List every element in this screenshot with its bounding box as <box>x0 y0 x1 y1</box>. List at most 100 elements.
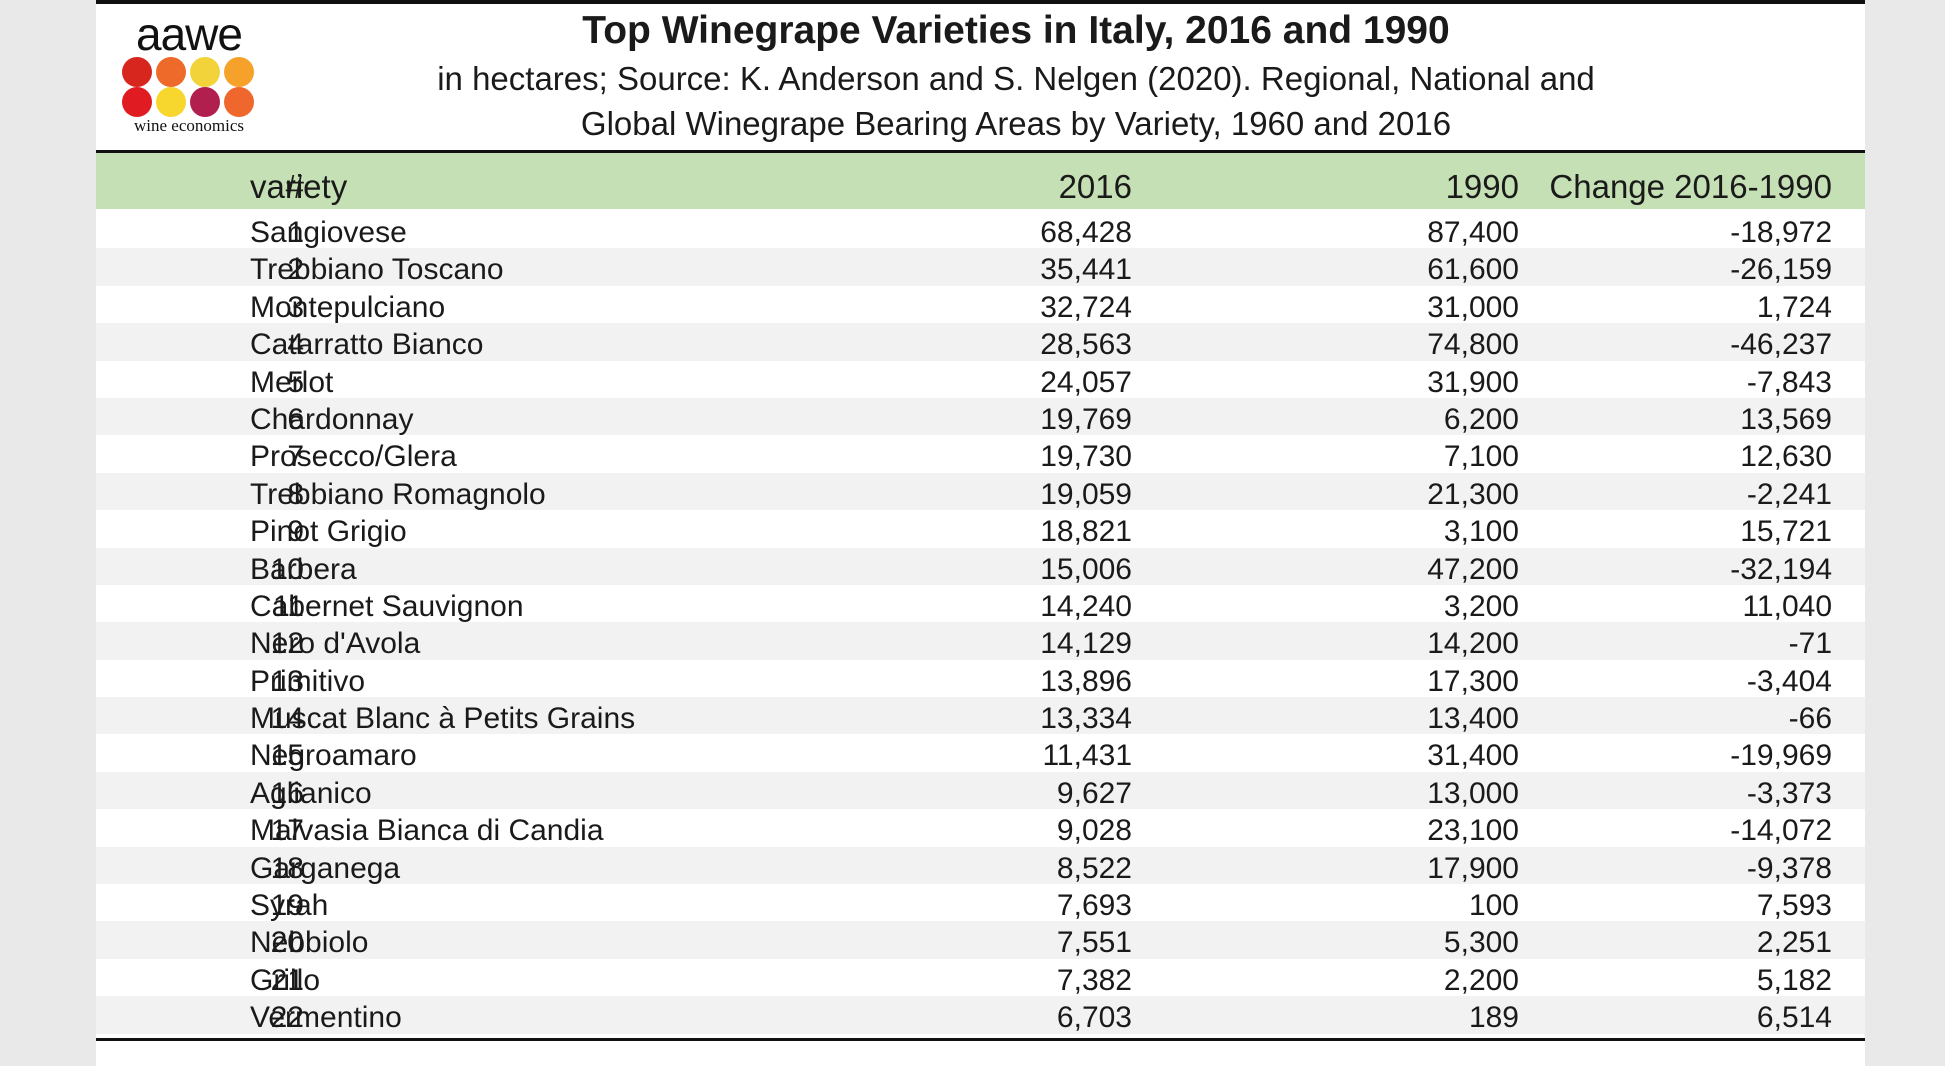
row-rank: 5 <box>287 365 304 399</box>
row-rank: 17 <box>270 814 304 848</box>
row-area-1990: 14,200 <box>1427 627 1519 661</box>
row-rank: 21 <box>270 963 304 997</box>
row-variety: Chardonnay <box>250 402 414 436</box>
logo-dot <box>156 87 186 117</box>
row-variety: Merlot <box>250 365 334 399</box>
table-row: 17 Malvasia Bianca di Candia 9,028 23,100 -1… <box>96 809 1865 847</box>
row-area-2016: 35,441 <box>1040 253 1132 287</box>
row-variety: Barbera <box>250 552 357 586</box>
row-variety: Catarratto Bianco <box>250 328 484 362</box>
row-rank: 6 <box>287 402 304 436</box>
table-row: 8 Trebbiano Romagnolo 19,059 21,300 -2,241 <box>96 472 1865 511</box>
row-change: 11,040 <box>1742 589 1832 623</box>
row-area-2016: 32,724 <box>1040 290 1132 324</box>
logo-dot <box>122 87 152 117</box>
row-area-1990: 100 <box>1468 889 1519 923</box>
row-change: -66 <box>1788 702 1832 736</box>
row-variety: Muscat Blanc à Petits Grains <box>250 702 636 736</box>
row-area-2016: 28,563 <box>1040 328 1132 362</box>
row-rank: 9 <box>287 515 304 549</box>
row-area-1990: 6,200 <box>1443 402 1519 436</box>
row-variety: Malvasia Bianca di Candia <box>250 814 604 848</box>
row-area-1990: 61,600 <box>1427 253 1519 287</box>
row-area-1990: 31,400 <box>1427 739 1519 773</box>
table-row: 7 Prosecco/Glera 19,730 7,100 12,630 <box>96 435 1865 473</box>
row-variety: Vermentino <box>250 1001 402 1035</box>
row-area-2016: 68,428 <box>1040 216 1132 249</box>
row-rank: 3 <box>287 290 304 324</box>
row-area-1990: 13,000 <box>1427 776 1519 810</box>
logo-dot <box>224 57 254 87</box>
row-variety: Trebbiano Romagnolo <box>250 477 546 511</box>
row-variety: Grillo <box>250 963 321 997</box>
row-area-1990: 31,900 <box>1427 365 1519 399</box>
row-variety: Negroamaro <box>250 739 417 773</box>
table-row: 14 Muscat Blanc à Petits Grains 13,334 13,4… <box>96 697 1865 735</box>
column-header-change: Change 2016-1990 <box>1549 168 1832 205</box>
row-rank: 22 <box>270 1001 304 1035</box>
row-rank: 7 <box>287 440 304 474</box>
row-rank: 14 <box>270 702 304 736</box>
row-area-2016: 9,627 <box>1056 776 1132 810</box>
row-change: 15,721 <box>1740 515 1832 549</box>
row-area-2016: 19,730 <box>1040 440 1132 474</box>
row-rank: 11 <box>272 589 304 623</box>
subtitle-line-2: Global Winegrape Bearing Areas by Variet… <box>580 105 1452 142</box>
table-row: 16 Aglianico 9,627 13,000 -3,373 <box>96 771 1865 810</box>
row-area-2016: 24,057 <box>1040 365 1132 399</box>
row-variety: Garganega <box>250 851 401 885</box>
table-page: aawe wine economics Top Winegrape Variet… <box>96 0 1865 1066</box>
logo-dot <box>122 57 152 87</box>
subtitle-line-1: in hectares; Source: K. Anderson and S. … <box>437 60 1595 97</box>
table-row: 15 Negroamaro 11,431 31,400 -19,969 <box>96 734 1865 772</box>
row-variety: Aglianico <box>250 776 372 810</box>
column-header-variety: variety <box>250 168 348 205</box>
row-rank: 15 <box>270 739 304 773</box>
row-rank: 16 <box>270 776 304 810</box>
row-change: 2,251 <box>1756 926 1832 960</box>
row-variety: Trebbiano Toscano <box>250 253 504 287</box>
row-rank: 19 <box>270 889 304 923</box>
row-change: -14,072 <box>1730 814 1832 848</box>
row-change: -18,972 <box>1730 216 1832 249</box>
row-change: 7,593 <box>1756 889 1832 923</box>
table-row: 21 Grillo 7,382 2,200 5,182 <box>96 958 1865 997</box>
table-row: 11 Cabernet Sauvignon 14,240 3,200 11,040 <box>96 584 1865 623</box>
row-area-2016: 9,028 <box>1056 814 1132 848</box>
row-variety: Nebbiolo <box>250 926 369 960</box>
row-variety: Prosecco/Glera <box>250 440 457 474</box>
row-variety: Sangiovese <box>250 216 407 249</box>
table-row: 4 Catarratto Bianco 28,563 74,800 -46,237 <box>96 323 1865 361</box>
row-change: -3,373 <box>1746 776 1832 810</box>
row-variety: Primitivo <box>250 664 366 698</box>
row-area-1990: 17,300 <box>1427 664 1519 698</box>
row-variety: Nero d'Avola <box>250 627 421 661</box>
row-area-2016: 7,693 <box>1056 889 1132 923</box>
logo-dot <box>156 57 186 87</box>
row-change: -3,404 <box>1746 664 1832 698</box>
row-rank: 4 <box>287 328 304 362</box>
chart-title: Top Winegrape Varieties in Italy, 2016 a… <box>582 9 1450 52</box>
table-row: 5 Merlot 24,057 31,900 -7,843 <box>96 360 1865 399</box>
bottom-rule <box>96 1038 1865 1041</box>
row-area-1990: 21,300 <box>1427 477 1519 511</box>
table-row: 18 Garganega 8,522 17,900 -9,378 <box>96 846 1865 885</box>
row-area-2016: 11,431 <box>1042 739 1132 773</box>
table-row: 10 Barbera 15,006 47,200 -32,194 <box>96 547 1865 586</box>
row-area-1990: 2,200 <box>1443 963 1519 997</box>
row-change: 13,569 <box>1740 402 1832 436</box>
row-change: -9,378 <box>1746 851 1832 885</box>
row-area-1990: 13,400 <box>1427 702 1519 736</box>
logo-dot <box>190 57 220 87</box>
row-variety: Syrah <box>250 889 329 923</box>
table-row: 1 Sangiovese 68,428 87,400 -18,972 <box>96 211 1865 249</box>
header-rule <box>96 150 1865 153</box>
table-row: 2 Trebbiano Toscano 35,441 61,600 -26,159 <box>96 248 1865 286</box>
row-rank: 20 <box>270 926 304 960</box>
table-row: 9 Pinot Grigio 18,821 3,100 15,721 <box>96 510 1865 548</box>
row-area-2016: 8,522 <box>1056 851 1132 885</box>
logo-dot <box>224 87 254 117</box>
chart-subtitle: in hectares; Source: K. Anderson and S. … <box>396 56 1636 146</box>
row-area-2016: 7,551 <box>1056 926 1132 960</box>
row-rank: 18 <box>270 851 304 885</box>
